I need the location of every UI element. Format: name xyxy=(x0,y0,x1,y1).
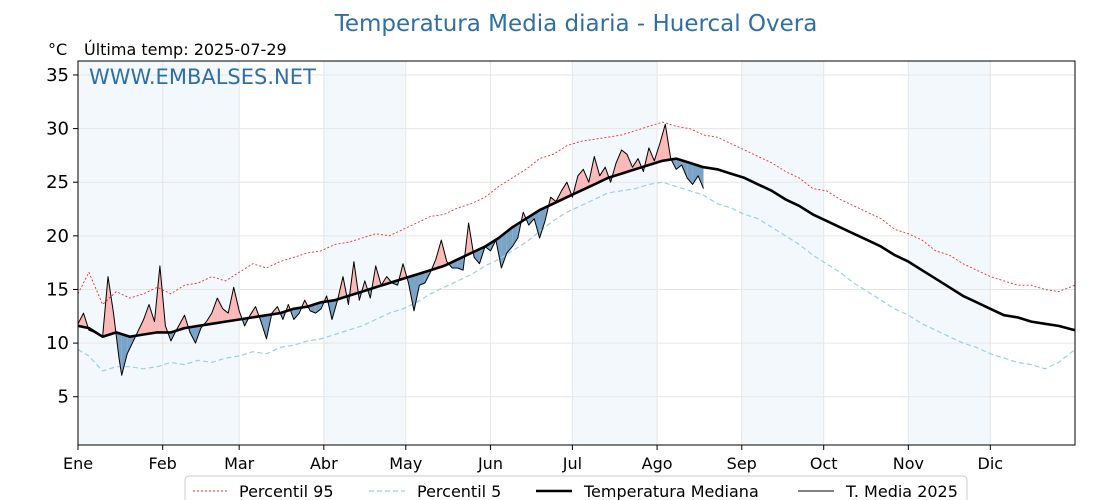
x-tick-label: Oct xyxy=(810,454,838,473)
y-tick-label: 20 xyxy=(46,226,69,247)
legend-box xyxy=(184,475,968,500)
below-median-fill xyxy=(315,302,322,314)
x-tick-label: Jul xyxy=(562,454,582,473)
below-median-fill xyxy=(189,326,196,344)
below-median-fill xyxy=(534,210,540,238)
month-shade xyxy=(908,61,991,445)
above-median-fill xyxy=(659,124,666,162)
subtitle: Última temp: 2025-07-29 xyxy=(84,40,287,59)
below-median-fill xyxy=(419,271,425,286)
plot-frame xyxy=(77,60,1076,446)
above-median-fill xyxy=(143,304,150,335)
x-tick-label: Sep xyxy=(727,454,757,473)
above-median-fill xyxy=(233,287,240,321)
above-median-fill xyxy=(211,298,218,324)
legend-label-median: Temperatura Mediana xyxy=(583,482,759,500)
below-median-fill xyxy=(293,307,300,320)
series-t-media-2025-line xyxy=(77,123,704,376)
month-shade xyxy=(572,61,658,445)
x-axis: Ene Feb Mar Abr May Jun Jul Ago Sep Oct Nov Dic xyxy=(63,445,1003,473)
below-median-fill xyxy=(698,165,704,189)
above-median-fill xyxy=(149,304,155,334)
x-tick-label: Feb xyxy=(149,454,177,473)
chart-title: Temperatura Media diaria - Huercal Overa xyxy=(334,11,818,37)
y-tick-label: 30 xyxy=(46,119,69,140)
x-tick-label: Abr xyxy=(310,454,338,473)
x-tick-label: Mar xyxy=(224,454,255,473)
x-tick-label: Dic xyxy=(978,454,1004,473)
above-median-fill xyxy=(594,156,600,185)
above-median-fill xyxy=(583,169,589,190)
x-tick-label: Nov xyxy=(893,454,924,473)
below-median-fill xyxy=(676,158,682,170)
month-shading xyxy=(78,61,991,445)
watermark: WWW.EMBALSES.NET xyxy=(89,65,316,89)
x-tick-label: Ene xyxy=(63,454,93,473)
above-median-fill xyxy=(435,240,442,269)
series-percentil-95-line xyxy=(77,121,1076,305)
below-median-fill xyxy=(501,231,507,269)
month-shade xyxy=(741,61,824,445)
above-median-fill xyxy=(561,182,567,200)
legend-label-p5: Percentil 5 xyxy=(417,482,501,500)
below-median-fill xyxy=(413,273,420,311)
below-median-fill xyxy=(512,223,518,247)
above-median-fill xyxy=(217,298,223,323)
legend-label-p95: Percentil 95 xyxy=(239,482,334,500)
below-median-fill xyxy=(506,227,513,253)
above-median-fill xyxy=(599,167,606,182)
y-tick-label: 10 xyxy=(46,333,69,354)
series-percentil-5-line xyxy=(77,181,1076,372)
below-median-fill xyxy=(121,334,128,376)
above-median-fill xyxy=(108,276,114,335)
y-tick-label: 35 xyxy=(46,65,69,86)
above-median-fill xyxy=(621,150,628,174)
legend-label-2025: T. Media 2025 xyxy=(845,482,958,500)
below-median-fill xyxy=(474,249,480,264)
above-median-fill xyxy=(577,169,584,193)
series-lines xyxy=(77,121,1076,376)
month-shade xyxy=(78,61,163,445)
month-shade xyxy=(323,61,406,445)
y-tick-label: 5 xyxy=(58,387,69,408)
y-tick-label: 15 xyxy=(46,279,69,300)
x-tick-label: Ago xyxy=(642,454,673,473)
unit-label: °C xyxy=(48,40,67,59)
y-tick-label: 25 xyxy=(46,172,69,193)
below-median-fill xyxy=(692,163,699,185)
above-median-fill xyxy=(616,150,622,176)
month-shade xyxy=(162,61,240,445)
legend: Percentil 95 Percentil 5 Temperatura Med… xyxy=(184,475,968,500)
x-tick-label: May xyxy=(389,454,422,473)
y-axis: 5 10 15 20 25 30 35 xyxy=(46,65,78,408)
x-tick-label: Jun xyxy=(477,454,503,473)
below-median-fill xyxy=(118,333,122,376)
series-temperatura-mediana-line xyxy=(77,157,1076,339)
